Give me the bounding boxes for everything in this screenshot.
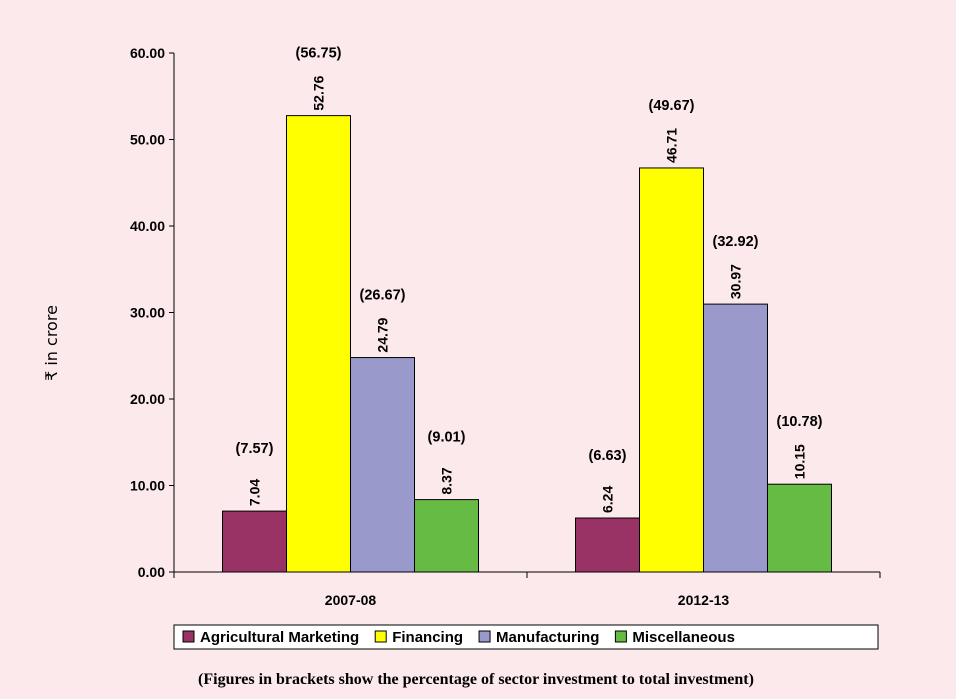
bar-miscellaneous-2007-08 bbox=[414, 499, 479, 573]
value-label: 7.04 bbox=[247, 479, 263, 506]
percent-label: (10.78) bbox=[777, 414, 823, 430]
bars bbox=[222, 115, 832, 573]
bar-agricultural-marketing-2007-08 bbox=[222, 510, 287, 573]
value-label: 30.97 bbox=[728, 264, 744, 299]
y-tick-label: 50.00 bbox=[130, 132, 165, 148]
legend-label: Agricultural Marketing bbox=[200, 629, 359, 646]
y-tick-label: 30.00 bbox=[130, 305, 165, 321]
legend-swatch bbox=[374, 630, 387, 643]
percent-label: (9.01) bbox=[428, 430, 466, 446]
value-label: 6.24 bbox=[600, 486, 616, 513]
percent-label: (56.75) bbox=[296, 46, 342, 62]
x-tick-label: 2007-08 bbox=[325, 592, 377, 608]
value-labels: 7.04 52.76 24.79 8.37 6.24 46.71 30.97 10.15 bbox=[247, 75, 808, 513]
bar-manufacturing-2007-08 bbox=[350, 357, 415, 573]
y-axis-label: ₹ in crore bbox=[42, 305, 61, 381]
legend-swatch bbox=[478, 630, 491, 643]
bar-miscellaneous-2012-13 bbox=[767, 483, 832, 573]
value-label: 46.71 bbox=[664, 128, 680, 163]
legend-box bbox=[173, 624, 879, 650]
y-tick-label: 40.00 bbox=[130, 218, 165, 234]
percent-label: (49.67) bbox=[649, 98, 695, 114]
value-label: 24.79 bbox=[375, 317, 391, 352]
bar-agricultural-marketing-2012-13 bbox=[575, 517, 640, 573]
x-axis-ticks: 2007-08 2012-13 bbox=[325, 592, 730, 608]
x-tick-label: 2012-13 bbox=[678, 592, 730, 608]
percent-label: (26.67) bbox=[360, 288, 406, 304]
bar-manufacturing-2012-13 bbox=[703, 303, 768, 573]
legend-swatch bbox=[182, 630, 195, 643]
percent-label: (32.92) bbox=[713, 234, 759, 250]
value-label: 10.15 bbox=[792, 444, 808, 479]
percent-label: (6.63) bbox=[589, 448, 627, 464]
percent-label: (7.57) bbox=[236, 441, 274, 457]
percent-labels: (7.57) (56.75) (26.67) (9.01) (6.63) (49.67) (… bbox=[236, 46, 823, 464]
legend-label: Miscellaneous bbox=[632, 629, 735, 646]
legend: Agricultural Marketing Financing Manufactu… bbox=[182, 629, 735, 646]
bar-financing-2012-13 bbox=[639, 167, 704, 573]
legend-label: Manufacturing bbox=[496, 629, 599, 646]
y-tick-label: 0.00 bbox=[138, 564, 165, 580]
value-label: 52.76 bbox=[311, 75, 327, 110]
y-tick-label: 60.00 bbox=[130, 45, 165, 61]
value-label: 8.37 bbox=[439, 467, 455, 494]
bar-financing-2007-08 bbox=[286, 115, 351, 573]
y-tick-label: 20.00 bbox=[130, 391, 165, 407]
footnote: (Figures in brackets show the percentage… bbox=[198, 671, 754, 688]
legend-label: Financing bbox=[392, 629, 463, 646]
legend-swatch bbox=[614, 630, 627, 643]
y-tick-label: 10.00 bbox=[130, 478, 165, 494]
y-axis-ticks: 0.00 10.00 20.00 30.00 40.00 50.00 60.00 bbox=[130, 45, 174, 580]
